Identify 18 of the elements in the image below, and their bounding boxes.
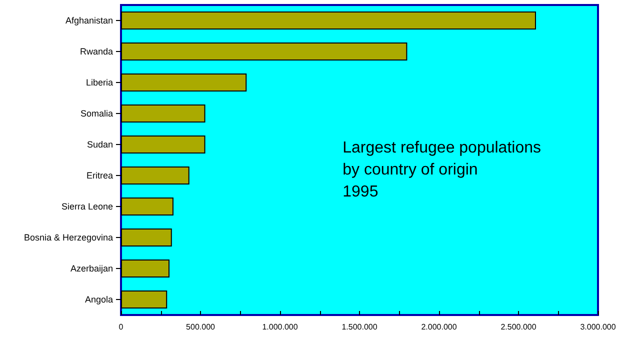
x-tick-label: 1.500.000	[342, 322, 378, 332]
y-tick-label: Sudan	[86, 140, 113, 150]
y-tick-label: Azerbaijan	[70, 264, 113, 274]
y-tick-label: Eritrea	[86, 170, 113, 180]
y-tick-label: Angola	[84, 294, 113, 304]
x-tick-label: 3.000.000	[580, 322, 616, 332]
x-tick-label: 2.000.000	[421, 322, 458, 332]
x-tick-label: 2.500.000	[500, 322, 537, 332]
x-tick-label: 500.000	[186, 322, 216, 332]
text: Largest refugee populations by country of origin 1995	[342, 140, 542, 200]
y-tick-label: Afghanistan	[65, 16, 113, 26]
y-tick-label: Bosnia & Herzegovina	[24, 232, 113, 242]
x-tick-label: 0	[118, 322, 124, 332]
y-tick-label: Liberia	[86, 78, 113, 88]
x-tick-label: 1.000.000	[262, 322, 298, 332]
y-tick-label: Somalia	[80, 108, 113, 118]
y-tick-label: Rwanda	[80, 46, 113, 56]
y-tick-label: Sierra Leone	[61, 202, 113, 212]
